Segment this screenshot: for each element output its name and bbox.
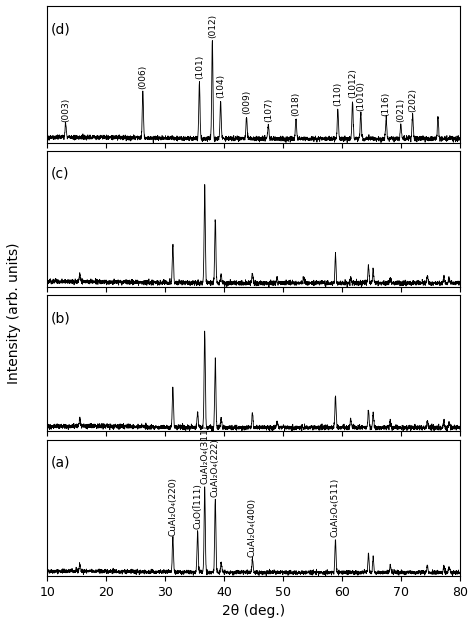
Text: (012): (012) bbox=[208, 14, 217, 38]
Text: (104): (104) bbox=[216, 74, 225, 98]
Text: (018): (018) bbox=[292, 92, 301, 116]
Text: (021): (021) bbox=[396, 98, 405, 122]
X-axis label: 2θ (deg.): 2θ (deg.) bbox=[222, 604, 285, 618]
Text: (1010): (1010) bbox=[356, 81, 365, 111]
Text: (003): (003) bbox=[61, 98, 70, 122]
Text: (c): (c) bbox=[50, 167, 69, 181]
Text: (101): (101) bbox=[195, 54, 204, 79]
Text: Intensity (arb. units): Intensity (arb. units) bbox=[7, 242, 21, 384]
Text: CuAl₂O₄(220): CuAl₂O₄(220) bbox=[168, 476, 177, 536]
Text: (110): (110) bbox=[333, 82, 342, 106]
Text: CuAl₂O₄(511): CuAl₂O₄(511) bbox=[331, 478, 340, 537]
Text: (1012): (1012) bbox=[348, 69, 357, 98]
Text: (116): (116) bbox=[382, 92, 391, 116]
Text: (b): (b) bbox=[50, 311, 70, 325]
Text: CuO(Ī111): CuO(Ī111) bbox=[193, 483, 202, 529]
Text: (a): (a) bbox=[50, 456, 70, 470]
Text: (006): (006) bbox=[138, 64, 147, 89]
Text: (d): (d) bbox=[50, 22, 70, 36]
Text: CuAl₂O₄(311): CuAl₂O₄(311) bbox=[200, 425, 209, 484]
Text: CuAl₂O₄(222): CuAl₂O₄(222) bbox=[211, 438, 220, 497]
Text: (202): (202) bbox=[408, 88, 417, 112]
Text: (107): (107) bbox=[264, 98, 273, 122]
Text: (009): (009) bbox=[242, 90, 251, 114]
Text: CuAl₂O₄(400): CuAl₂O₄(400) bbox=[248, 498, 257, 557]
